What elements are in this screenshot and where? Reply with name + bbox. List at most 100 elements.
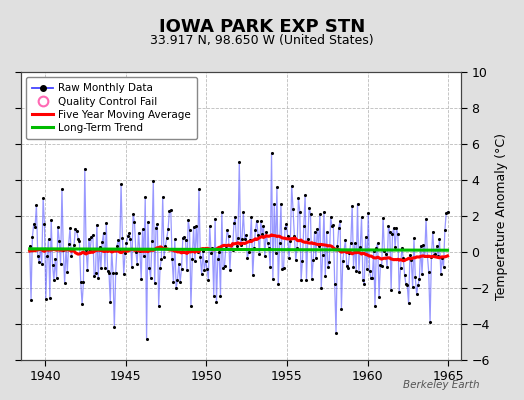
Point bbox=[369, 248, 378, 254]
Point bbox=[196, 254, 204, 260]
Point bbox=[122, 240, 130, 246]
Point bbox=[384, 222, 392, 229]
Point bbox=[255, 251, 264, 258]
Point bbox=[101, 265, 109, 272]
Point bbox=[308, 276, 316, 282]
Point bbox=[189, 224, 198, 230]
Point bbox=[245, 249, 253, 255]
Point bbox=[443, 208, 452, 215]
Point bbox=[181, 237, 190, 243]
Point bbox=[419, 242, 428, 248]
Point bbox=[424, 269, 433, 275]
Point bbox=[39, 195, 47, 201]
Legend: Raw Monthly Data, Quality Control Fail, Five Year Moving Average, Long-Term Tren: Raw Monthly Data, Quality Control Fail, … bbox=[26, 77, 198, 139]
Point bbox=[289, 206, 297, 212]
Point bbox=[31, 224, 39, 230]
Point bbox=[159, 194, 167, 200]
Point bbox=[48, 262, 57, 268]
Point bbox=[234, 235, 242, 241]
Point bbox=[238, 236, 246, 242]
Point bbox=[191, 258, 199, 264]
Point bbox=[183, 267, 191, 273]
Point bbox=[199, 248, 207, 254]
Point bbox=[438, 255, 446, 261]
Point bbox=[376, 262, 385, 268]
Point bbox=[133, 260, 141, 267]
Point bbox=[34, 252, 42, 259]
Point bbox=[388, 231, 397, 237]
Point bbox=[395, 288, 403, 295]
Point bbox=[106, 299, 115, 306]
Point bbox=[279, 265, 288, 271]
Point bbox=[260, 253, 269, 259]
Point bbox=[297, 277, 305, 283]
Point bbox=[326, 214, 335, 220]
Point bbox=[27, 296, 35, 303]
Point bbox=[298, 257, 307, 264]
Point bbox=[309, 257, 318, 264]
Point bbox=[293, 245, 301, 252]
Point bbox=[184, 216, 192, 223]
Point bbox=[81, 166, 89, 172]
Point bbox=[242, 232, 250, 238]
Point bbox=[62, 246, 70, 252]
Point bbox=[248, 272, 257, 278]
Point bbox=[156, 265, 164, 272]
Point bbox=[418, 270, 426, 277]
Point bbox=[246, 237, 254, 244]
Point bbox=[236, 242, 245, 248]
Point bbox=[355, 269, 363, 275]
Point bbox=[51, 256, 59, 262]
Point bbox=[224, 233, 233, 239]
Point bbox=[272, 184, 281, 191]
Point bbox=[193, 249, 202, 255]
Point bbox=[314, 242, 323, 249]
Point bbox=[211, 216, 220, 222]
Point bbox=[433, 243, 441, 249]
Point bbox=[313, 226, 321, 232]
Point bbox=[188, 256, 196, 262]
Point bbox=[332, 330, 340, 336]
Point bbox=[377, 262, 386, 269]
Point bbox=[84, 236, 93, 242]
Point bbox=[429, 228, 437, 235]
Point bbox=[214, 256, 222, 262]
Point bbox=[316, 211, 324, 218]
Point bbox=[152, 224, 160, 231]
Point bbox=[90, 273, 99, 279]
Point bbox=[257, 218, 265, 224]
Point bbox=[241, 236, 249, 243]
Point bbox=[50, 277, 58, 284]
Point bbox=[43, 253, 51, 260]
Point bbox=[350, 264, 358, 270]
Point bbox=[383, 264, 391, 270]
Point bbox=[64, 241, 73, 247]
Point bbox=[329, 222, 337, 228]
Point bbox=[146, 274, 155, 281]
Point bbox=[176, 279, 184, 285]
Point bbox=[283, 233, 292, 239]
Point bbox=[357, 214, 366, 221]
Point bbox=[296, 208, 304, 215]
Point bbox=[381, 251, 390, 257]
Point bbox=[430, 252, 438, 258]
Point bbox=[121, 250, 129, 256]
Point bbox=[40, 221, 49, 227]
Point bbox=[200, 267, 209, 273]
Point bbox=[271, 249, 280, 256]
Point bbox=[52, 274, 61, 281]
Point bbox=[274, 281, 282, 288]
Point bbox=[337, 306, 346, 312]
Point bbox=[414, 282, 422, 288]
Point bbox=[32, 202, 40, 208]
Point bbox=[390, 224, 398, 231]
Point bbox=[113, 242, 121, 249]
Point bbox=[259, 223, 268, 230]
Point bbox=[66, 225, 74, 232]
Point bbox=[86, 247, 94, 254]
Point bbox=[115, 248, 124, 254]
Point bbox=[140, 253, 148, 259]
Point bbox=[426, 319, 434, 326]
Point bbox=[344, 265, 352, 271]
Point bbox=[129, 211, 137, 218]
